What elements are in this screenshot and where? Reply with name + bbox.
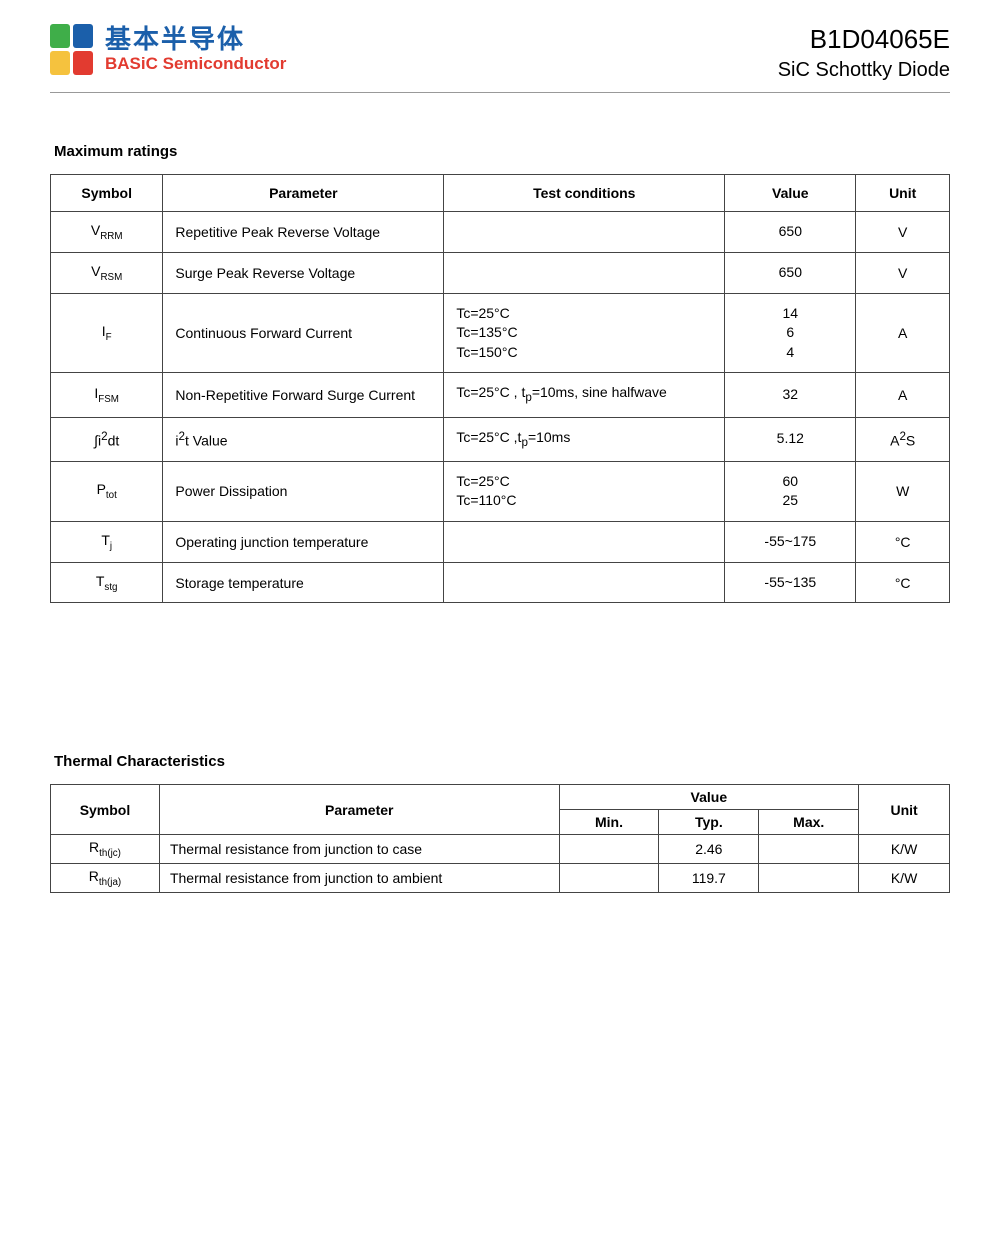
typ-cell: 2.46 xyxy=(659,835,759,864)
table-row: Rth(jc)Thermal resistance from junction … xyxy=(51,835,950,864)
symbol-cell: VRSM xyxy=(51,252,163,293)
table-row: VRSMSurge Peak Reverse Voltage 650V xyxy=(51,252,950,293)
unit-cell: V xyxy=(856,252,950,293)
table-row: IFContinuous Forward CurrentTc=25°CTc=13… xyxy=(51,293,950,373)
col-header: Symbol xyxy=(51,785,160,835)
symbol-cell: VRRM xyxy=(51,212,163,253)
parameter-cell: Power Dissipation xyxy=(163,461,444,521)
parameter-cell: Repetitive Peak Reverse Voltage xyxy=(163,212,444,253)
unit-cell: °C xyxy=(856,562,950,603)
max-ratings-title: Maximum ratings xyxy=(54,143,950,160)
typ-cell: 119.7 xyxy=(659,864,759,893)
parameter-cell: Surge Peak Reverse Voltage xyxy=(163,252,444,293)
symbol-cell: Rth(jc) xyxy=(51,835,160,864)
table-row: TstgStorage temperature -55~135°C xyxy=(51,562,950,603)
value-cell: -55~135 xyxy=(725,562,856,603)
unit-cell: K/W xyxy=(859,864,950,893)
conditions-cell xyxy=(444,212,725,253)
max-cell xyxy=(759,864,859,893)
unit-cell: K/W xyxy=(859,835,950,864)
conditions-cell xyxy=(444,521,725,562)
min-cell xyxy=(559,835,659,864)
col-header: Parameter xyxy=(159,785,559,835)
col-header: Min. xyxy=(559,810,659,835)
part-block: B1D04065E SiC Schottky Diode xyxy=(778,24,950,82)
conditions-cell: Tc=25°C , tp=10ms, sine halfwave xyxy=(444,373,725,417)
symbol-cell: Ptot xyxy=(51,461,163,521)
unit-cell: V xyxy=(856,212,950,253)
table-row: Rth(ja)Thermal resistance from junction … xyxy=(51,864,950,893)
parameter-cell: i2t Value xyxy=(163,417,444,461)
col-header: Symbol xyxy=(51,175,163,212)
parameter-cell: Thermal resistance from junction to ambi… xyxy=(159,864,559,893)
value-cell: 5.12 xyxy=(725,417,856,461)
logo-icon xyxy=(50,24,93,75)
symbol-cell: ∫i2dt xyxy=(51,417,163,461)
value-cell: -55~175 xyxy=(725,521,856,562)
unit-cell: °C xyxy=(856,521,950,562)
symbol-cell: IF xyxy=(51,293,163,373)
col-header: Max. xyxy=(759,810,859,835)
logo-block: 基本半导体 BASiC Semiconductor xyxy=(50,24,286,75)
parameter-cell: Operating junction temperature xyxy=(163,521,444,562)
col-header: Parameter xyxy=(163,175,444,212)
thermal-table: Symbol Parameter Value Unit Min. Typ. Ma… xyxy=(50,784,950,893)
table-row: PtotPower DissipationTc=25°CTc=110°C6025… xyxy=(51,461,950,521)
symbol-cell: Tj xyxy=(51,521,163,562)
symbol-cell: IFSM xyxy=(51,373,163,417)
part-number: B1D04065E xyxy=(778,24,950,55)
conditions-cell xyxy=(444,252,725,293)
col-header: Unit xyxy=(856,175,950,212)
table-row: ∫i2dti2t ValueTc=25°C ,tp=10ms5.12A2S xyxy=(51,417,950,461)
col-header: Typ. xyxy=(659,810,759,835)
table-row: TjOperating junction temperature -55~175°… xyxy=(51,521,950,562)
min-cell xyxy=(559,864,659,893)
thermal-title: Thermal Characteristics xyxy=(54,753,950,770)
parameter-cell: Continuous Forward Current xyxy=(163,293,444,373)
table-header-row: Symbol Parameter Test conditions Value U… xyxy=(51,175,950,212)
parameter-cell: Storage temperature xyxy=(163,562,444,603)
logo-text: 基本半导体 BASiC Semiconductor xyxy=(105,26,286,74)
table-row: VRRMRepetitive Peak Reverse Voltage 650V xyxy=(51,212,950,253)
page-header: 基本半导体 BASiC Semiconductor B1D04065E SiC … xyxy=(50,24,950,93)
parameter-cell: Thermal resistance from junction to case xyxy=(159,835,559,864)
col-header: Value xyxy=(725,175,856,212)
value-cell: 650 xyxy=(725,212,856,253)
value-cell: 1464 xyxy=(725,293,856,373)
max-ratings-table: Symbol Parameter Test conditions Value U… xyxy=(50,174,950,603)
logo-text-en: BASiC Semiconductor xyxy=(105,54,286,74)
symbol-cell: Rth(ja) xyxy=(51,864,160,893)
unit-cell: A2S xyxy=(856,417,950,461)
value-cell: 32 xyxy=(725,373,856,417)
conditions-cell: Tc=25°C ,tp=10ms xyxy=(444,417,725,461)
logo-text-cn: 基本半导体 xyxy=(105,26,286,52)
value-cell: 6025 xyxy=(725,461,856,521)
unit-cell: A xyxy=(856,293,950,373)
col-header: Test conditions xyxy=(444,175,725,212)
unit-cell: W xyxy=(856,461,950,521)
conditions-cell xyxy=(444,562,725,603)
table-header-row: Symbol Parameter Value Unit xyxy=(51,785,950,810)
parameter-cell: Non-Repetitive Forward Surge Current xyxy=(163,373,444,417)
col-header: Unit xyxy=(859,785,950,835)
value-cell: 650 xyxy=(725,252,856,293)
conditions-cell: Tc=25°CTc=135°CTc=150°C xyxy=(444,293,725,373)
symbol-cell: Tstg xyxy=(51,562,163,603)
col-header: Value xyxy=(559,785,859,810)
part-desc: SiC Schottky Diode xyxy=(778,59,950,82)
unit-cell: A xyxy=(856,373,950,417)
conditions-cell: Tc=25°CTc=110°C xyxy=(444,461,725,521)
table-row: IFSMNon-Repetitive Forward Surge Current… xyxy=(51,373,950,417)
max-cell xyxy=(759,835,859,864)
